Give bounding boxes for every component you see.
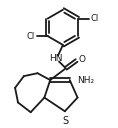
Text: Cl: Cl — [91, 14, 99, 23]
Text: O: O — [78, 55, 86, 64]
Text: S: S — [63, 116, 69, 126]
Text: NH₂: NH₂ — [78, 76, 95, 84]
Text: HN: HN — [49, 54, 63, 63]
Text: Cl: Cl — [27, 32, 35, 41]
